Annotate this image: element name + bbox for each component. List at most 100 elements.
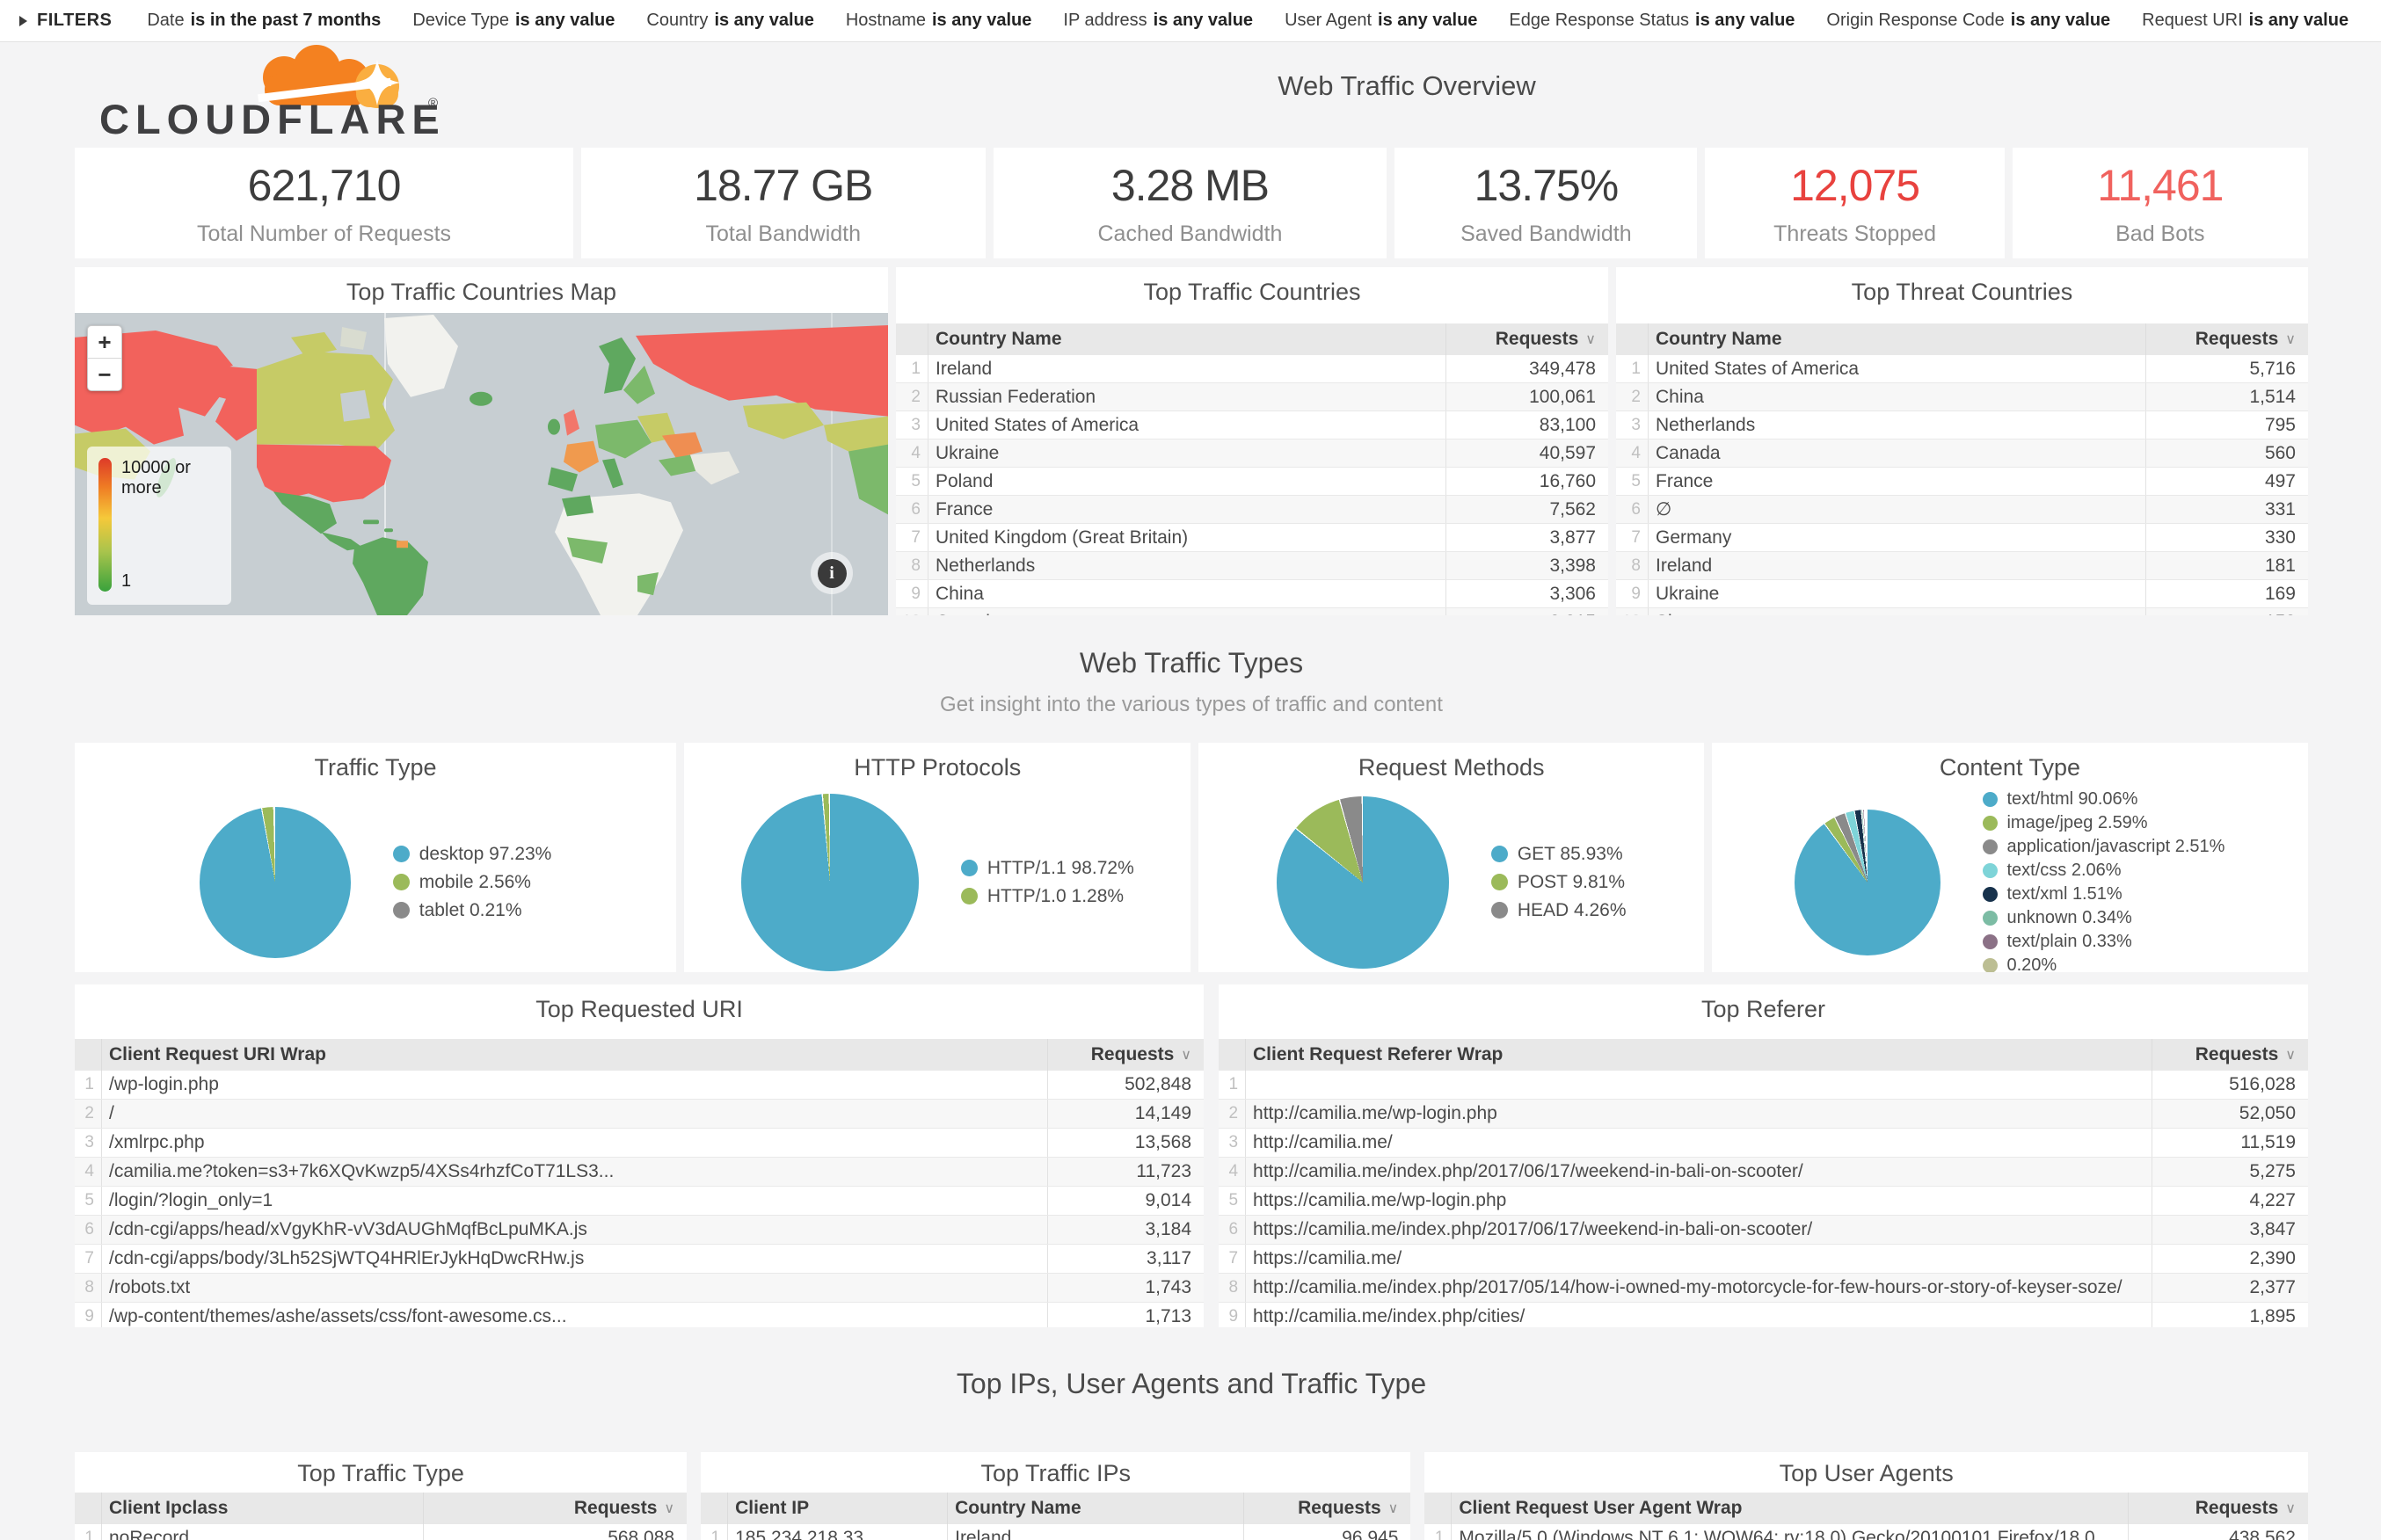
column-header-requests[interactable]: Requests ∨: [1047, 1039, 1204, 1071]
table-row[interactable]: 8 http://camilia.me/index.php/2017/05/14…: [1219, 1274, 2308, 1303]
table-row[interactable]: 10 Singapore 158: [1616, 608, 2308, 615]
table-row[interactable]: 1 Ireland 349,478: [896, 355, 1608, 383]
column-header-requests[interactable]: Requests ∨: [423, 1493, 687, 1524]
table-row[interactable]: 4 /camilia.me?token=s3+7k6XQvKwzp5/4XSs4…: [75, 1158, 1205, 1187]
filter-chip[interactable]: IP address is any value: [1063, 11, 1254, 30]
column-header-requests[interactable]: Requests ∨: [1243, 1493, 1410, 1524]
column-header-requests[interactable]: Requests ∨: [1445, 323, 1608, 355]
table-row[interactable]: 8 /robots.txt 1,743: [75, 1274, 1205, 1303]
map-info-button[interactable]: i: [811, 552, 853, 594]
table-row[interactable]: 4 Canada 560: [1616, 439, 2308, 468]
column-header-ipclass[interactable]: Client Ipclass: [101, 1493, 423, 1524]
legend-item[interactable]: HTTP/1.1 98.72%: [960, 858, 1134, 879]
table-row[interactable]: 2 / 14,149: [75, 1100, 1205, 1129]
table-row[interactable]: 9 Ukraine 169: [1616, 580, 2308, 608]
filter-chip[interactable]: Country is any value: [646, 11, 814, 30]
legend-item[interactable]: mobile 2.56%: [392, 872, 552, 893]
table-row[interactable]: 2 China 1,514: [1616, 383, 2308, 411]
legend-item[interactable]: image/jpeg 2.59%: [1983, 813, 2224, 833]
filter-chip[interactable]: User Agent is any value: [1285, 11, 1478, 30]
column-header-user-agent[interactable]: Client Request User Agent Wrap: [1451, 1493, 2128, 1524]
table-row[interactable]: 7 https://camilia.me/ 2,390: [1219, 1245, 2308, 1274]
legend-item[interactable]: text/plain 0.33%: [1983, 932, 2224, 952]
http-protocols-pie[interactable]: [740, 793, 919, 971]
table-row[interactable]: 7 Germany 330: [1616, 524, 2308, 552]
table-row[interactable]: 1 /wp-login.php 502,848: [75, 1071, 1205, 1100]
table-row[interactable]: 5 Poland 16,760: [896, 468, 1608, 496]
legend-item[interactable]: application/javascript 2.51%: [1983, 837, 2224, 857]
legend-item[interactable]: HEAD 4.26%: [1490, 900, 1627, 921]
filters-toggle[interactable]: FILTERS: [19, 11, 112, 31]
zoom-in-button[interactable]: +: [88, 326, 121, 359]
filter-chip[interactable]: Hostname is any value: [845, 11, 1032, 30]
table-row[interactable]: 7 United Kingdom (Great Britain) 3,877: [896, 524, 1608, 552]
table-row[interactable]: 9 /wp-content/themes/ashe/assets/css/fon…: [75, 1303, 1205, 1327]
legend-item[interactable]: GET 85.93%: [1490, 844, 1627, 865]
kpi-value: 3.28 MB: [1110, 160, 1270, 210]
table-row[interactable]: 4 http://camilia.me/index.php/2017/06/17…: [1219, 1158, 2308, 1187]
filter-chip[interactable]: Request URI is any value: [2142, 11, 2349, 30]
table-row[interactable]: 1 noRecord 568,088: [75, 1524, 688, 1540]
legend-dot-icon: [1983, 791, 1999, 807]
table-row[interactable]: 3 http://camilia.me/ 11,519: [1219, 1129, 2308, 1158]
request-methods-pie[interactable]: [1276, 795, 1449, 969]
map-panel-title: Top Traffic Countries Map: [346, 279, 617, 305]
table-row[interactable]: 6 ∅ 331: [1616, 496, 2308, 524]
table-row[interactable]: 3 Netherlands 795: [1616, 411, 2308, 439]
legend-item[interactable]: unknown 0.34%: [1983, 908, 2224, 928]
table-row[interactable]: 9 China 3,306: [896, 580, 1608, 608]
legend-item[interactable]: desktop 97.23%: [392, 844, 551, 865]
table-row[interactable]: 5 https://camilia.me/wp-login.php 4,227: [1219, 1187, 2308, 1216]
column-header-requests[interactable]: Requests ∨: [2152, 1039, 2308, 1071]
filter-chip[interactable]: Origin Response Code is any value: [1826, 11, 2111, 30]
content-type-pie[interactable]: [1795, 809, 1941, 955]
table-row[interactable]: 1 185.234.218.33 Ireland 96,945: [701, 1524, 1411, 1540]
table-row[interactable]: 8 Ireland 181: [1616, 552, 2308, 580]
table-row[interactable]: 9 http://camilia.me/index.php/cities/ 1,…: [1219, 1303, 2308, 1327]
column-header-client-ip[interactable]: Client IP: [727, 1493, 947, 1524]
column-header-country[interactable]: Country Name: [1648, 323, 2145, 355]
legend-dot-icon: [960, 888, 978, 904]
column-header-uri[interactable]: Client Request URI Wrap: [101, 1039, 1047, 1071]
table-row[interactable]: 1 United States of America 5,716: [1616, 355, 2308, 383]
legend-item[interactable]: POST 9.81%: [1490, 872, 1627, 893]
legend-item[interactable]: tablet 0.21%: [392, 900, 552, 921]
legend-item[interactable]: 0.20%: [1983, 955, 2224, 972]
table-row[interactable]: 5 France 497: [1616, 468, 2308, 496]
filter-chip[interactable]: Date is in the past 7 months: [147, 11, 382, 30]
table-row[interactable]: 6 /cdn-cgi/apps/head/xVgyKhR-vV3dAUGhMqf…: [75, 1216, 1205, 1245]
table-row[interactable]: 6 https://camilia.me/index.php/2017/06/1…: [1219, 1216, 2308, 1245]
table-row[interactable]: 1 516,028: [1219, 1071, 2308, 1100]
column-header-country[interactable]: Country Name: [947, 1493, 1243, 1524]
zoom-out-button[interactable]: −: [98, 360, 112, 388]
table-row[interactable]: 7 /cdn-cgi/apps/body/3Lh52SjWTQ4HRlErJyk…: [75, 1245, 1205, 1274]
content-type-panel: Content Type text/html 90.06% image/jpeg…: [1711, 743, 2308, 972]
table-row[interactable]: 1 Mozilla/5.0 (Windows NT 6.1; WOW64; rv…: [1424, 1524, 2308, 1540]
expand-arrow-icon: [19, 15, 27, 26]
table-row[interactable]: 4 Ukraine 40,597: [896, 439, 1608, 468]
filter-chip[interactable]: Edge Response Status is any value: [1509, 11, 1795, 30]
table-row[interactable]: 3 /xmlrpc.php 13,568: [75, 1129, 1205, 1158]
legend-item[interactable]: text/css 2.06%: [1983, 861, 2224, 881]
legend-item[interactable]: text/html 90.06%: [1983, 789, 2224, 810]
table-row[interactable]: 6 France 7,562: [896, 496, 1608, 524]
column-header-requests[interactable]: Requests ∨: [2128, 1493, 2308, 1524]
column-header-country[interactable]: Country Name: [928, 323, 1445, 355]
legend-dot-icon: [1490, 902, 1508, 919]
table-row[interactable]: 2 http://camilia.me/wp-login.php 52,050: [1219, 1100, 2308, 1129]
table-row[interactable]: 5 /login/?login_only=1 9,014: [75, 1187, 1205, 1216]
column-header-referer[interactable]: Client Request Referer Wrap: [1245, 1039, 2152, 1071]
table-row[interactable]: 10 Canada 3,315: [896, 608, 1608, 615]
world-map[interactable]: + − 10000 or more 1 i: [75, 313, 888, 615]
column-header-requests[interactable]: Requests ∨: [2145, 323, 2308, 355]
legend-item[interactable]: HTTP/1.0 1.28%: [960, 886, 1134, 907]
filter-chip[interactable]: Device Type is any value: [412, 11, 615, 30]
kpi-row: 621,710 Total Number of Requests 18.77 G…: [75, 148, 2308, 258]
table-row[interactable]: 2 Russian Federation 100,061: [896, 383, 1608, 411]
legend-item[interactable]: text/xml 1.51%: [1983, 884, 2224, 904]
traffic-type-pie[interactable]: [199, 806, 351, 958]
table-row[interactable]: 3 United States of America 83,100: [896, 411, 1608, 439]
panel-title: Top Traffic Countries: [1143, 279, 1361, 305]
table-row[interactable]: 8 Netherlands 3,398: [896, 552, 1608, 580]
